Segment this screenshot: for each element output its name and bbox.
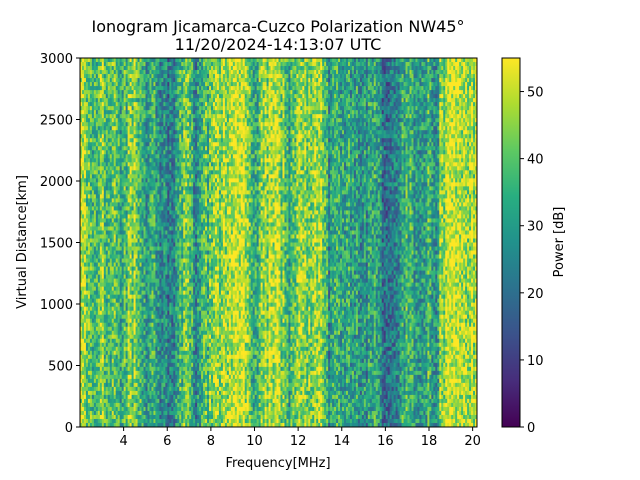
chart-title: Ionogram Jicamarca-Cuzco Polarization NW… bbox=[91, 17, 464, 36]
colorbar-tick-label: 40 bbox=[527, 153, 544, 168]
colorbar bbox=[501, 57, 521, 428]
x-tick-label: 10 bbox=[246, 434, 263, 449]
chart-subtitle: 11/20/2024-14:13:07 UTC bbox=[175, 35, 382, 54]
x-tick-label: 20 bbox=[464, 434, 481, 449]
colorbar-tick-label: 20 bbox=[527, 287, 544, 302]
x-tick-label: 12 bbox=[290, 434, 307, 449]
colorbar-label: Power [dB] bbox=[552, 207, 567, 278]
y-tick-label: 0 bbox=[65, 421, 73, 436]
colorbar-ticks: 0 10 20 30 40 50 bbox=[520, 86, 544, 436]
y-tick-label: 2500 bbox=[40, 114, 73, 129]
x-tick-label: 6 bbox=[163, 434, 171, 449]
x-tick-label: 18 bbox=[421, 434, 438, 449]
x-tick-label: 4 bbox=[119, 434, 127, 449]
x-tick-label: 14 bbox=[333, 434, 350, 449]
x-axis-ticks: 4 6 8 10 12 14 16 18 20 bbox=[119, 427, 481, 449]
y-tick-label: 2000 bbox=[40, 175, 73, 190]
colorbar-tick-label: 30 bbox=[527, 220, 544, 235]
y-tick-label: 3000 bbox=[40, 52, 73, 67]
heatmap-cells bbox=[80, 58, 478, 428]
colorbar-tick-label: 10 bbox=[527, 354, 544, 369]
y-tick-label: 1500 bbox=[40, 237, 73, 252]
colorbar-tick-label: 0 bbox=[527, 421, 535, 436]
colorbar-tick-label: 50 bbox=[527, 86, 544, 101]
x-tick-label: 8 bbox=[207, 434, 215, 449]
y-tick-label: 500 bbox=[48, 360, 73, 375]
y-axis-ticks: 0 500 1000 1500 2000 2500 3000 bbox=[40, 52, 80, 436]
x-tick-label: 16 bbox=[377, 434, 394, 449]
y-tick-label: 1000 bbox=[40, 298, 73, 313]
x-axis-label: Frequency[MHz] bbox=[225, 456, 330, 471]
y-axis-label: Virtual Distance[km] bbox=[15, 175, 30, 309]
